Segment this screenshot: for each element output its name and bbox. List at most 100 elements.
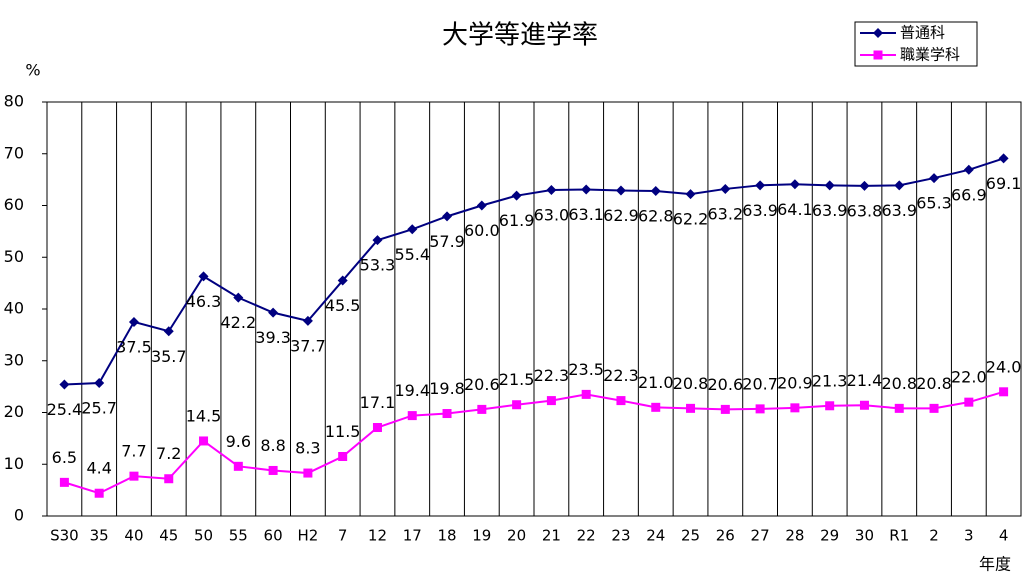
series-line [64, 390, 1004, 495]
x-tick-label: 50 [194, 527, 213, 545]
y-tick-label: 60 [4, 195, 24, 214]
data-label: 69.1 [986, 174, 1022, 193]
data-label: 7.2 [156, 444, 181, 463]
y-tick-label: 0 [14, 506, 24, 525]
data-label: 57.9 [429, 232, 465, 251]
marker [128, 316, 139, 327]
marker [546, 396, 556, 406]
data-label: 24.0 [986, 357, 1022, 376]
marker [755, 180, 766, 191]
data-label: 23.5 [568, 360, 604, 379]
y-tick-label: 30 [4, 350, 24, 369]
data-label: 60.0 [464, 221, 500, 240]
marker [94, 378, 105, 389]
data-label: 63.8 [847, 201, 883, 220]
data-label: 64.1 [777, 200, 813, 219]
chart-title: 大学等進学率 [442, 21, 598, 51]
data-label: 42.2 [221, 313, 257, 332]
marker [720, 183, 731, 194]
legend-label: 職業学科 [900, 46, 960, 64]
x-tick-label: 19 [472, 527, 491, 545]
marker [651, 402, 661, 412]
marker [59, 379, 70, 390]
marker [268, 307, 279, 318]
data-label: 66.9 [951, 185, 987, 204]
data-label: 22.3 [534, 366, 570, 385]
data-label: 20.8 [881, 374, 917, 393]
data-label: 63.1 [568, 205, 604, 224]
x-tick-label: 7 [338, 527, 348, 545]
data-label: 19.8 [429, 379, 465, 398]
data-label: 8.3 [295, 439, 320, 458]
x-tick-label: 22 [577, 527, 596, 545]
x-tick-label: 23 [611, 527, 630, 545]
data-label: 21.0 [638, 373, 674, 392]
x-tick-label: 17 [403, 527, 422, 545]
marker [929, 173, 940, 184]
data-label: 21.3 [812, 371, 848, 390]
marker [824, 180, 835, 191]
data-label: 19.4 [394, 381, 430, 400]
data-label: 20.7 [742, 374, 778, 393]
marker [198, 271, 209, 282]
y-axis-label: % [25, 61, 40, 80]
marker [873, 50, 883, 60]
marker [581, 389, 591, 399]
marker [615, 185, 626, 196]
data-label: 61.9 [499, 211, 535, 230]
marker [233, 292, 244, 303]
data-label: 37.7 [290, 336, 326, 355]
series-line [64, 157, 1004, 386]
data-label: 14.5 [186, 406, 222, 425]
marker [94, 488, 104, 498]
marker [163, 326, 174, 337]
x-tick-label: 25 [681, 527, 700, 545]
marker [129, 471, 139, 481]
marker [650, 186, 661, 197]
marker [511, 190, 522, 201]
marker [859, 400, 869, 410]
data-label: 25.7 [81, 399, 117, 418]
marker [59, 477, 69, 487]
y-tick-label: 70 [4, 143, 24, 162]
marker [338, 451, 348, 461]
x-tick-label: 4 [999, 527, 1009, 545]
x-tick-label: 45 [159, 527, 178, 545]
marker [616, 396, 626, 406]
data-label: 20.8 [673, 374, 709, 393]
x-tick-label: 18 [437, 527, 456, 545]
data-label: 63.9 [881, 201, 917, 220]
marker [477, 404, 487, 414]
marker [720, 404, 730, 414]
data-label: 63.0 [534, 205, 570, 224]
marker [512, 400, 522, 410]
x-tick-label: S30 [50, 527, 79, 545]
marker [790, 403, 800, 413]
x-tick-label: 60 [264, 527, 283, 545]
data-label: 62.2 [673, 210, 709, 229]
data-label: 20.6 [708, 375, 744, 394]
marker [825, 401, 835, 411]
x-tick-label: 29 [820, 527, 839, 545]
x-tick-label: 27 [751, 527, 770, 545]
data-label: 20.9 [777, 373, 813, 392]
data-label: 22.3 [603, 366, 639, 385]
data-label: 25.4 [47, 400, 83, 419]
x-tick-label: 55 [229, 527, 248, 545]
marker [476, 200, 487, 211]
marker [998, 153, 1009, 164]
data-label: 63.9 [742, 201, 778, 220]
data-label: 62.8 [638, 207, 674, 226]
x-tick-label: 28 [785, 527, 804, 545]
marker [873, 28, 883, 38]
x-tick-label: 24 [646, 527, 665, 545]
marker [407, 224, 418, 235]
marker [789, 179, 800, 190]
marker [407, 411, 417, 421]
x-tick-label: 30 [855, 527, 874, 545]
data-label: 39.3 [255, 328, 291, 347]
x-tick-label: 2 [929, 527, 939, 545]
marker [859, 180, 870, 191]
